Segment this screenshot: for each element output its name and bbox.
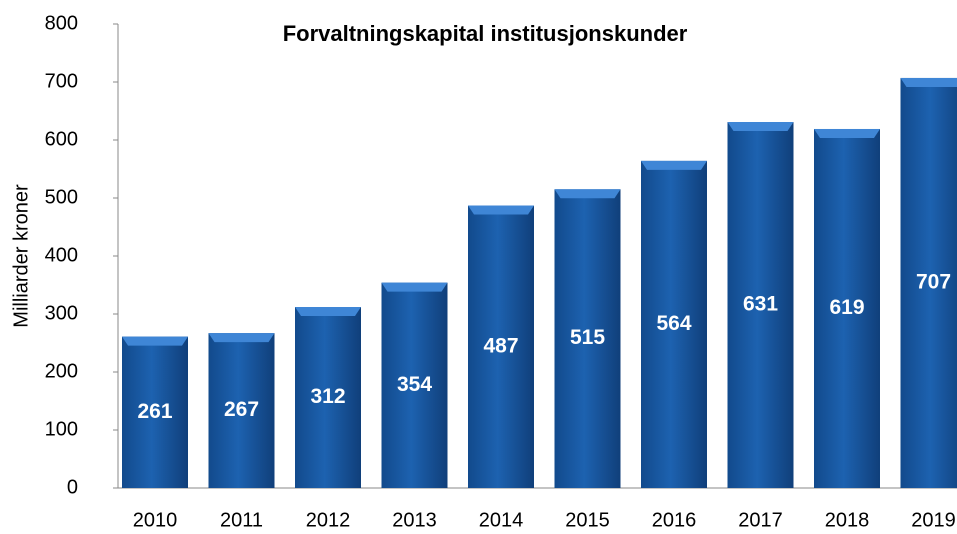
- y-tick-label: 0: [67, 476, 78, 498]
- y-tick-label: 100: [45, 418, 78, 440]
- value-label: 354: [397, 373, 432, 396]
- y-tick-label: 800: [45, 12, 78, 34]
- bar: [295, 307, 361, 488]
- bar: [900, 77, 957, 488]
- x-tick-label: 2012: [306, 509, 351, 531]
- bar: [208, 333, 275, 488]
- x-tick-label: 2018: [825, 509, 870, 531]
- bar-bevel: [900, 77, 957, 87]
- bar-bevel: [381, 282, 448, 292]
- bar: [122, 336, 188, 488]
- x-tick-label: 2017: [738, 509, 783, 531]
- x-tick-label: 2015: [565, 509, 610, 531]
- bar-bevel: [208, 333, 275, 343]
- chart-title: Forvaltningskapital institusjonskunder: [283, 21, 688, 46]
- value-label: 267: [224, 398, 259, 421]
- value-label: 312: [310, 385, 345, 408]
- y-tick-label: 400: [45, 244, 78, 266]
- x-tick-label: 2014: [479, 509, 524, 531]
- y-tick-label: 600: [45, 128, 78, 150]
- x-tick-label: 2011: [220, 509, 263, 531]
- x-tick-label: 2013: [392, 509, 437, 531]
- y-tick-label: 500: [45, 186, 78, 208]
- bar: [727, 122, 794, 489]
- value-label: 564: [656, 312, 691, 335]
- value-label: 707: [916, 271, 951, 294]
- value-label: 487: [483, 334, 518, 357]
- y-tick-label: 300: [45, 302, 78, 324]
- value-label: 619: [829, 296, 864, 319]
- x-tick-label: 2016: [652, 509, 697, 531]
- bar-bevel: [641, 160, 707, 170]
- y-axis-label: Milliarder kroner: [10, 184, 32, 328]
- y-tick-label: 700: [45, 70, 78, 92]
- bar: [554, 189, 621, 489]
- bar-bevel: [122, 336, 188, 346]
- bar-bevel: [727, 122, 794, 132]
- bar: [468, 205, 534, 489]
- value-label: 515: [570, 326, 605, 349]
- bar: [381, 282, 448, 488]
- bar: [641, 160, 707, 488]
- bar-bevel: [295, 307, 361, 317]
- x-tick-label: 2010: [133, 509, 178, 531]
- value-label: 631: [743, 293, 778, 316]
- bar-bevel: [468, 205, 534, 215]
- y-tick-label: 200: [45, 360, 78, 382]
- bar-bevel: [554, 189, 621, 199]
- bar-bevel: [814, 128, 880, 138]
- value-label: 261: [137, 400, 172, 423]
- bar: [814, 128, 880, 489]
- x-tick-label: 2019: [911, 509, 956, 531]
